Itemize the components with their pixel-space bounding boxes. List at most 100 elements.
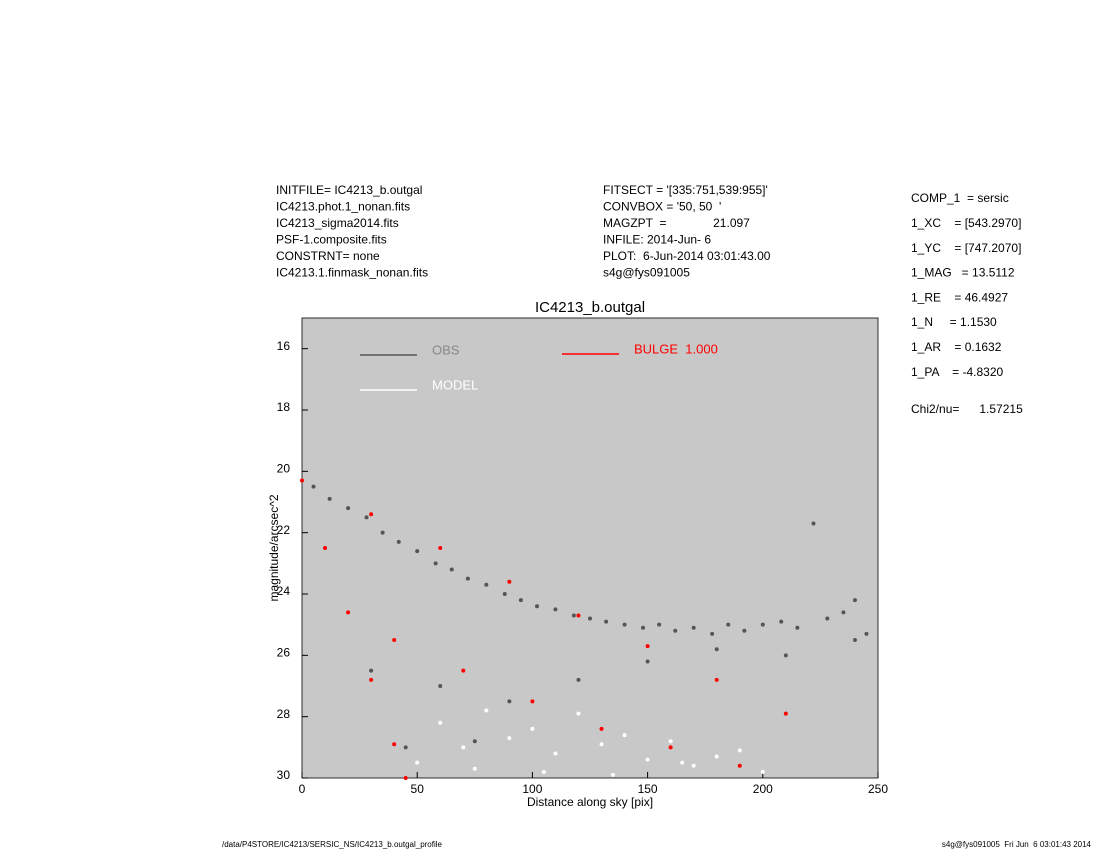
point [864,631,869,636]
point [673,628,678,633]
chart-title: IC4213_b.outgal [535,299,645,316]
parameter: 1_N = 1.1530 [911,315,997,329]
point [530,699,535,704]
parameter: 1_YC = [747.2070] [911,241,1021,255]
point [392,742,397,747]
y-axis-label: magnitude/arcsec^2 [267,494,281,601]
point [710,631,715,636]
point [599,726,604,731]
point [461,668,466,673]
point [714,677,719,682]
point [507,736,512,741]
point [484,708,489,713]
fit-statistic: Chi2/nu= 1.57215 [911,402,1023,416]
point [484,582,489,587]
point [691,763,696,768]
point [811,521,816,526]
point [576,677,581,682]
point [779,619,784,624]
point [588,616,592,621]
point [714,647,719,652]
y-tick-label: 20 [277,462,291,476]
header-line: PLOT: 6-Jun-2014 03:01:43.00 [603,249,771,263]
point [449,567,454,572]
footer-right: s4g@fys091005 Fri Jun 6 03:01:43 2014 [942,840,1092,849]
point [783,653,788,658]
legend-label: OBS [432,342,460,357]
point [668,745,673,750]
header-line: MAGZPT = 21.097 [603,216,750,230]
x-tick-label: 0 [299,782,306,796]
point [380,530,385,535]
header-line: FITSECT = '[335:751,539:955]' [603,183,768,197]
point [852,638,857,642]
point [737,748,742,753]
x-tick-label: 50 [411,782,425,796]
header-line: s4g@fys091005 [603,266,690,280]
point [622,733,627,738]
y-tick-label: 22 [277,523,291,537]
point [311,484,316,489]
point [472,739,477,744]
point [438,546,443,550]
parameter: 1_PA = -4.8320 [911,365,1004,379]
point [433,561,438,566]
parameter: 1_RE = 46.4927 [911,290,1008,304]
point [576,711,581,716]
point [415,760,420,765]
point [438,684,443,688]
point [403,776,408,780]
point [726,622,731,627]
point [841,610,846,615]
point [403,745,408,750]
legend-label: MODEL [432,377,478,392]
point [541,769,546,774]
point [323,546,328,550]
point [438,720,443,725]
point [691,625,696,630]
point [640,625,645,630]
point [364,515,369,520]
point [657,622,662,627]
point [645,757,650,762]
footer-left: /data/P4STORE/IC4213/SERSIC_NS/IC4213_b.… [222,840,443,849]
y-tick-label: 24 [277,584,291,598]
header-line: INITFILE= IC4213_b.outgal [276,183,422,197]
point [760,622,765,627]
point [680,760,685,765]
point [668,739,673,744]
point [530,726,535,731]
header-line: IC4213.phot.1_nonan.fits [276,200,410,214]
header-line: INFILE: 2014-Jun- 6 [603,233,711,247]
point [415,549,420,554]
point [760,769,765,774]
point [795,625,800,630]
point [327,496,332,501]
parameter: COMP_1 = sersic [911,191,1009,205]
y-tick-label: 18 [277,400,291,414]
point [518,598,523,603]
x-tick-label: 250 [868,782,888,796]
point [346,506,351,511]
point [502,592,507,596]
point [825,616,830,621]
point [465,576,470,581]
plot-area [301,317,879,779]
legend-label: BULGE 1.000 [634,341,718,356]
point [604,619,609,624]
point [507,579,512,584]
point [645,659,650,664]
point [369,512,374,517]
point [300,478,304,483]
point [369,668,374,673]
header-line: CONSTRNT= none [276,249,380,263]
point [742,628,747,633]
point [392,638,397,642]
header-line: IC4213.1.finmask_nonan.fits [276,266,428,280]
x-tick-label: 200 [753,782,773,796]
point [346,610,351,615]
point [599,742,604,747]
point [396,539,401,544]
point [553,751,558,756]
